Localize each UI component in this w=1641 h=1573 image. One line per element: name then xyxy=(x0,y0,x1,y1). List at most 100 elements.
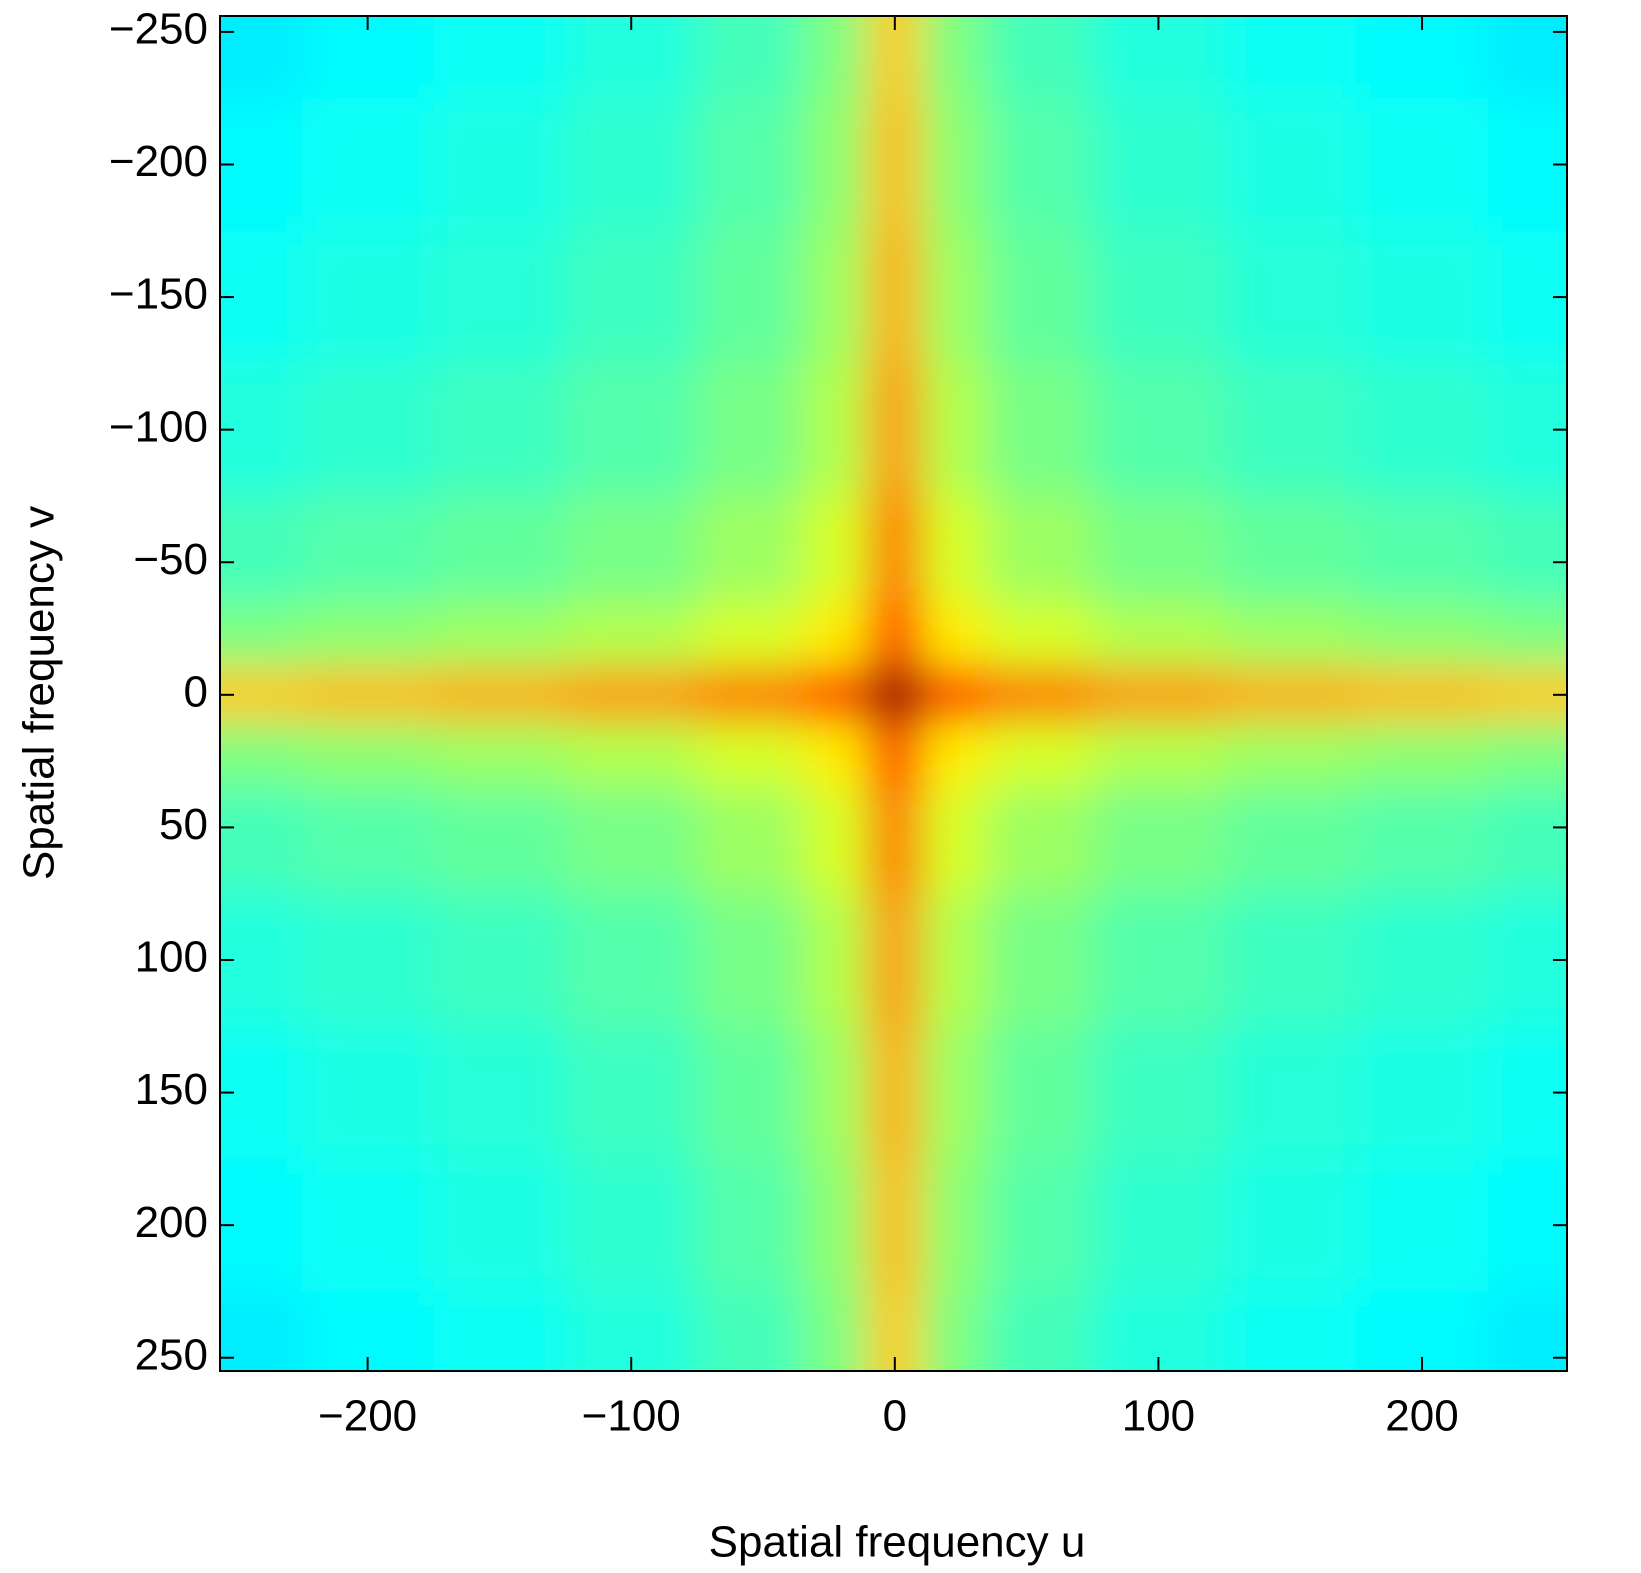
heatmap-cell xyxy=(301,230,435,364)
heatmap-cell xyxy=(1224,721,1357,789)
y-axis-label: Spatial frequency v xyxy=(15,506,64,880)
y-tick-label: 200 xyxy=(135,1198,208,1247)
heatmap-cell xyxy=(1356,668,1489,722)
x-tick-label: 0 xyxy=(883,1392,907,1441)
x-tick-label: 100 xyxy=(1122,1392,1195,1441)
heatmap-cell xyxy=(987,495,1094,603)
heatmap-cell xyxy=(697,495,804,603)
heatmap-cell xyxy=(1356,787,1489,895)
heatmap-cell xyxy=(697,893,804,1027)
y-tick-label: −250 xyxy=(109,5,208,54)
heatmap-cell xyxy=(921,602,988,669)
heatmap-cell xyxy=(301,721,435,789)
heatmap-cell xyxy=(1487,602,1567,669)
heatmap-cell xyxy=(987,1158,1094,1292)
heatmap-cell xyxy=(565,893,698,1027)
heatmap-cell xyxy=(1092,363,1225,497)
heatmap-cell xyxy=(301,16,435,99)
heatmap-cell xyxy=(921,668,988,722)
heatmap-cell xyxy=(565,787,698,895)
heatmap-cell xyxy=(301,495,435,603)
heatmap-cell xyxy=(301,363,435,497)
heatmap-cell xyxy=(433,1026,566,1160)
heatmap-cell xyxy=(1224,1026,1357,1160)
heatmap-cell xyxy=(565,1026,698,1160)
heatmap-cell xyxy=(1224,1158,1357,1292)
heatmap-cell xyxy=(868,721,922,789)
heatmap-cell xyxy=(433,16,566,99)
heatmap-cell xyxy=(921,495,988,603)
heatmap-cell xyxy=(1224,98,1357,232)
heatmap-cell xyxy=(1487,1291,1567,1371)
heatmap-cell xyxy=(1356,602,1489,669)
heatmap-cell xyxy=(1356,1026,1489,1160)
heatmap-cell xyxy=(868,893,922,1027)
heatmap-cell xyxy=(565,668,698,722)
heatmap-cell xyxy=(802,16,869,99)
heatmap-cell xyxy=(301,602,435,669)
heatmap-cell xyxy=(987,602,1094,669)
heatmap-cell xyxy=(697,1291,804,1371)
heatmap-cell xyxy=(802,668,869,722)
heatmap-cell xyxy=(1487,495,1567,603)
heatmap-cell xyxy=(220,668,303,722)
heatmap-cell xyxy=(301,787,435,895)
heatmap-cell xyxy=(1092,98,1225,232)
y-tick-label: 100 xyxy=(135,933,208,982)
heatmap-cell xyxy=(301,893,435,1027)
heatmap-cell xyxy=(868,602,922,669)
heatmap-cell xyxy=(868,98,922,232)
heatmap-cell xyxy=(301,1158,435,1292)
heatmap-cell xyxy=(433,230,566,364)
heatmap-cell xyxy=(987,98,1094,232)
heatmap-cell xyxy=(565,1158,698,1292)
heatmap-cell xyxy=(1092,602,1225,669)
heatmap-cell xyxy=(433,668,566,722)
heatmap-cell xyxy=(433,787,566,895)
heatmap-cell xyxy=(868,787,922,895)
heatmap-cell xyxy=(921,98,988,232)
heatmap-cell xyxy=(1224,602,1357,669)
heatmap-cell xyxy=(921,1158,988,1292)
heatmap-cell xyxy=(565,230,698,364)
heatmap-cell xyxy=(921,721,988,789)
heatmap-cell xyxy=(802,602,869,669)
heatmap-cell xyxy=(1092,1026,1225,1160)
heatmap-cell xyxy=(987,16,1094,99)
heatmap-cell xyxy=(921,893,988,1027)
heatmap-cell xyxy=(987,721,1094,789)
heatmap-cell xyxy=(987,363,1094,497)
heatmap-cell xyxy=(697,363,804,497)
heatmap-cell xyxy=(802,230,869,364)
heatmap-cell xyxy=(1092,16,1225,99)
heatmap-cell xyxy=(697,98,804,232)
heatmap-cell xyxy=(565,98,698,232)
heatmap-cell xyxy=(1092,230,1225,364)
heatmap-cell xyxy=(697,787,804,895)
heatmap-cell xyxy=(868,363,922,497)
heatmap-cell xyxy=(1092,668,1225,722)
heatmap-cell xyxy=(802,1026,869,1160)
y-tick-label: 0 xyxy=(184,667,208,716)
heatmap-cell xyxy=(697,1026,804,1160)
heatmap-cell xyxy=(433,1158,566,1292)
heatmap-cell xyxy=(301,1026,435,1160)
heatmap-cell xyxy=(802,363,869,497)
heatmap-cell xyxy=(1224,1291,1357,1371)
heatmap-cell xyxy=(697,230,804,364)
heatmap-cell xyxy=(921,363,988,497)
y-tick-label: −50 xyxy=(133,535,208,584)
heatmap-cell xyxy=(987,1026,1094,1160)
heatmap-cell xyxy=(802,893,869,1027)
heatmap-cell xyxy=(868,1158,922,1292)
heatmap-cell xyxy=(433,1291,566,1371)
x-tick-label: −200 xyxy=(318,1392,417,1441)
heatmap-cell xyxy=(697,16,804,99)
heatmap-cell xyxy=(1224,893,1357,1027)
heatmap-cell xyxy=(1224,16,1357,99)
heatmap-cell xyxy=(1092,787,1225,895)
heatmap-cell xyxy=(1356,230,1489,364)
heatmap-cell xyxy=(987,230,1094,364)
y-tick-label: −150 xyxy=(109,270,208,319)
heatmap-cell xyxy=(1092,1158,1225,1292)
